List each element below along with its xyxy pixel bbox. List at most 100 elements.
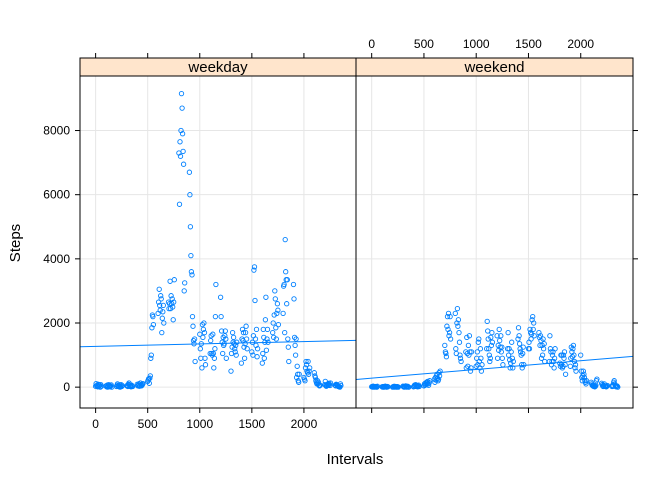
data-point	[508, 360, 514, 366]
data-point	[249, 349, 255, 355]
data-point	[188, 252, 194, 259]
x-tick-label: 2000	[567, 37, 594, 51]
data-point	[282, 236, 288, 243]
data-point	[283, 269, 289, 275]
data-point	[615, 384, 621, 390]
data-point	[458, 358, 464, 365]
data-point	[452, 310, 458, 317]
data-point	[468, 349, 475, 355]
data-point	[487, 355, 493, 361]
data-point	[274, 310, 280, 317]
data-point	[129, 383, 136, 390]
data-point	[478, 355, 484, 361]
data-point	[180, 148, 186, 155]
data-point	[552, 346, 558, 352]
data-point	[292, 342, 298, 349]
data-point	[443, 354, 450, 360]
panel-frame	[355, 75, 634, 409]
data-point	[578, 352, 584, 358]
data-point	[167, 278, 173, 284]
data-point	[148, 355, 154, 361]
data-point	[244, 346, 250, 352]
data-point	[488, 334, 494, 341]
y-tick-label: 2000	[43, 316, 70, 330]
data-point	[97, 384, 103, 390]
data-point	[253, 326, 260, 333]
data-point	[505, 329, 511, 336]
data-point	[484, 346, 490, 352]
x-tick-label: 500	[138, 417, 158, 431]
data-point	[259, 360, 265, 366]
panel-frame	[79, 75, 357, 409]
data-point	[500, 362, 506, 368]
data-point	[510, 365, 516, 371]
data-point	[155, 299, 162, 305]
strip-label: weekday	[187, 59, 248, 76]
data-point	[182, 280, 188, 286]
data-point	[218, 313, 224, 320]
data-point	[527, 326, 533, 333]
data-point	[581, 371, 587, 377]
x-tick-label: 1500	[238, 417, 265, 431]
data-point	[218, 328, 225, 334]
data-point	[540, 346, 547, 352]
data-point	[437, 368, 443, 374]
data-point	[160, 309, 166, 315]
data-point	[456, 329, 462, 336]
data-point	[212, 346, 218, 352]
data-point	[251, 264, 258, 270]
data-point	[583, 378, 590, 384]
data-point	[150, 321, 157, 328]
data-point	[181, 288, 187, 294]
x-tick-label: 1000	[186, 417, 213, 431]
data-point	[179, 105, 185, 111]
data-point	[569, 354, 576, 360]
data-point	[594, 376, 600, 382]
data-point	[261, 355, 267, 361]
data-point	[239, 326, 246, 333]
strip-label: weekend	[463, 59, 524, 76]
data-point	[264, 326, 271, 333]
data-point	[327, 382, 333, 389]
y-axis-title: Steps	[7, 224, 24, 262]
data-point	[284, 301, 290, 307]
data-point	[222, 328, 228, 334]
data-point	[233, 352, 239, 358]
data-point	[147, 375, 153, 381]
data-point	[231, 341, 237, 347]
panel-weekday: weekday	[79, 57, 357, 409]
data-point	[572, 362, 579, 368]
data-point	[263, 347, 270, 353]
data-point	[169, 296, 175, 302]
data-point	[474, 349, 480, 355]
data-point	[187, 192, 193, 198]
data-point	[140, 380, 146, 387]
data-point	[211, 355, 218, 361]
data-point	[293, 336, 299, 342]
data-point	[305, 371, 312, 377]
data-point	[611, 378, 617, 384]
data-point	[526, 346, 533, 352]
data-point	[516, 333, 522, 339]
data-point	[479, 362, 485, 368]
data-point	[208, 337, 214, 344]
data-point	[467, 349, 473, 355]
data-point	[405, 383, 411, 389]
data-point	[229, 329, 236, 336]
data-point	[447, 313, 453, 320]
data-point	[212, 313, 219, 320]
data-point	[187, 224, 194, 230]
data-point	[603, 384, 609, 390]
data-point	[186, 169, 193, 175]
x-tick-label: 1500	[515, 37, 542, 51]
data-point	[295, 371, 301, 377]
data-point	[188, 269, 195, 275]
data-point	[485, 328, 491, 334]
data-point	[286, 358, 292, 365]
data-point	[254, 354, 260, 360]
data-point	[515, 325, 522, 331]
data-point	[296, 371, 302, 377]
data-point	[542, 358, 548, 365]
data-point	[190, 323, 196, 329]
data-point	[442, 342, 448, 349]
